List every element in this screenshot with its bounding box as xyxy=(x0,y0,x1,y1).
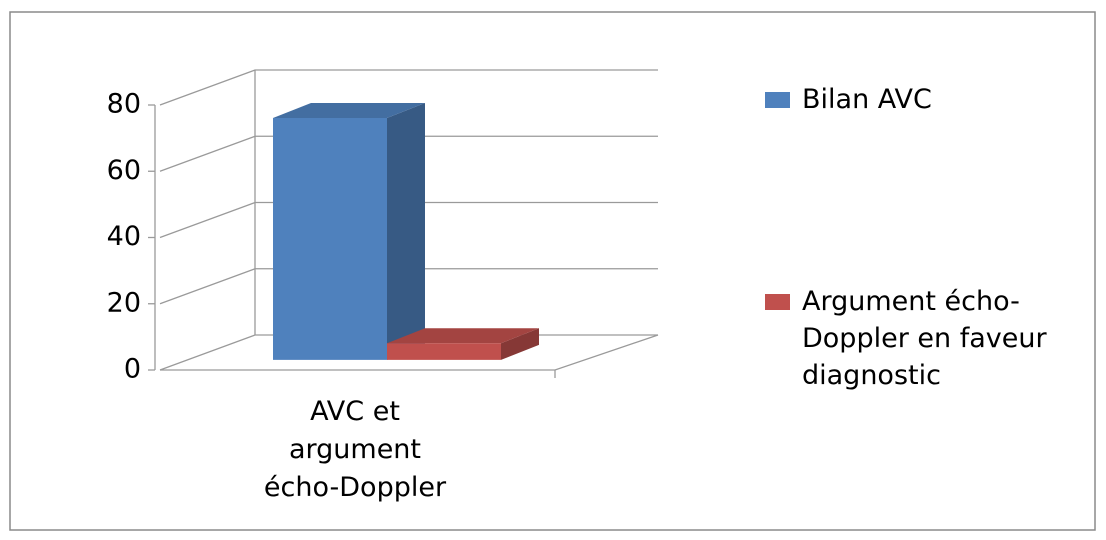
bar-side xyxy=(387,103,425,360)
grid-line xyxy=(159,268,658,305)
legend-swatch xyxy=(765,92,790,108)
grid-line xyxy=(159,135,658,172)
chart-frame xyxy=(9,11,1096,531)
legend-label: Argument écho-Doppler en faveur diagnosti… xyxy=(802,286,1047,391)
bar-front xyxy=(273,118,387,360)
bar-side xyxy=(501,328,539,360)
grid-line xyxy=(159,69,658,106)
bar-front xyxy=(387,343,501,360)
bar-top xyxy=(273,103,425,119)
legend-swatch xyxy=(765,294,790,310)
y-tick-label: 40 xyxy=(107,221,141,252)
bar xyxy=(273,103,425,360)
y-tick-label: 80 xyxy=(107,89,141,120)
y-tick-label: 20 xyxy=(107,287,141,318)
legend-label: Bilan AVC xyxy=(802,84,932,115)
x-tick-label: AVC et argument écho-Doppler xyxy=(264,396,447,503)
grid-line xyxy=(159,201,658,239)
bar-top xyxy=(387,328,539,344)
y-tick-label: 60 xyxy=(107,155,141,186)
y-tick-label: 0 xyxy=(124,354,141,385)
bar xyxy=(387,328,539,360)
